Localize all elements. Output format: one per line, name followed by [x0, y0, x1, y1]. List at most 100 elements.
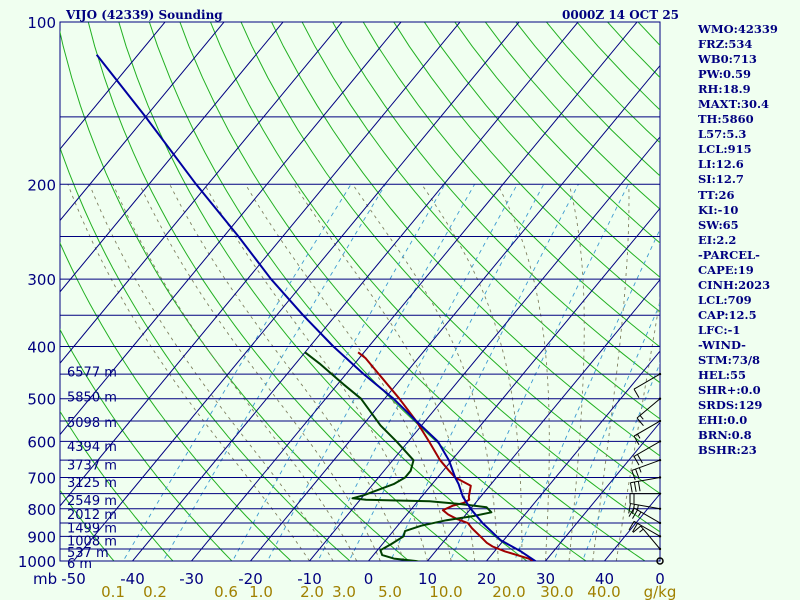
wind-barb [629, 476, 662, 493]
mixing-ratio-line [266, 184, 475, 561]
dry-adiabat [362, 22, 660, 348]
dry-adiabat [454, 22, 660, 244]
temperature-tick-label: 10 [418, 570, 437, 588]
index-item: EHI:0.0 [698, 413, 748, 428]
mixing-ratio-label: g/kg [644, 583, 677, 600]
isotherm [190, 22, 638, 561]
pressure-label: 300 [27, 271, 56, 289]
index-item: EI:2.2 [698, 232, 737, 247]
mixing-ratio-line [582, 362, 660, 561]
index-item: LI:12.6 [698, 157, 744, 172]
index-item: WB0:713 [698, 52, 757, 67]
run-time: 0000Z 14 OCT 25 [562, 8, 680, 22]
isotherm [485, 350, 660, 561]
index-item: HEL:55 [698, 368, 746, 383]
wind-barb [628, 503, 662, 515]
index-item: -PARCEL- [698, 247, 760, 262]
isotherm [60, 22, 166, 150]
index-item: CINH:2023 [698, 277, 771, 292]
height-label: 5850 m [67, 390, 117, 405]
moist-adiabat [139, 184, 381, 561]
index-item: WMO:42339 [698, 22, 778, 36]
dry-adiabat [60, 410, 174, 561]
dry-adiabat [60, 241, 292, 561]
pressure-label: 500 [27, 391, 56, 409]
index-item: RH:18.9 [698, 82, 751, 97]
wind-barbs [628, 372, 664, 565]
station-title: VIJO (42339) Sounding [66, 8, 223, 22]
index-item: LFC:-1 [698, 322, 741, 337]
pressure-label: 400 [27, 339, 56, 357]
parcel-trace [95, 54, 538, 561]
temperature-tick-label: -20 [238, 570, 263, 588]
temperature-tick-label: 0 [364, 570, 374, 588]
isotherm [308, 136, 660, 561]
mixing-ratio-label: 10.0 [429, 583, 462, 600]
height-label: 1499 m [67, 521, 117, 536]
mixing-ratio-line [553, 302, 660, 561]
height-label: 1008 m [67, 534, 117, 549]
temperature-tick-label: 0 [655, 570, 665, 588]
mixing-ratio-label: 20.0 [492, 583, 525, 600]
index-item: STM:73/8 [698, 353, 761, 368]
wind-barb [632, 525, 662, 551]
temperature-tick-label: 30 [536, 570, 555, 588]
wind-barb [636, 397, 662, 427]
isotherm [131, 22, 579, 561]
index-item: CAP:12.5 [698, 307, 757, 322]
mixing-ratio-label: 30.0 [540, 583, 573, 600]
isotherm [72, 22, 520, 561]
index-item: KI:-10 [698, 202, 739, 217]
mixing-ratio-label: 0.1 [101, 583, 125, 600]
wind-barb [631, 458, 662, 480]
temperature-tick-label: 40 [595, 570, 614, 588]
dry-adiabat [60, 146, 351, 561]
index-item: TH:5860 [698, 112, 754, 127]
index-item: BSHR:23 [698, 443, 757, 458]
mixing-ratio-line [317, 184, 518, 561]
index-item: TT:26 [698, 187, 735, 202]
temperature-tick-label: -50 [61, 570, 86, 588]
height-label: 5098 m [67, 416, 117, 431]
index-item: SI:12.7 [698, 172, 744, 187]
index-item: L57:5.3 [698, 127, 747, 142]
index-item: -WIND- [698, 337, 746, 352]
height-label: 2549 m [67, 494, 117, 509]
pressure-label: 600 [27, 433, 56, 451]
temperature-tick-label: -10 [297, 570, 322, 588]
grid-lines [60, 22, 660, 561]
mixing-ratio-label: 0.6 [214, 583, 238, 600]
dry-adiabat [148, 22, 587, 561]
temperature-tick-label: 20 [477, 570, 496, 588]
isotherm [544, 421, 660, 561]
index-item: LCL:915 [698, 142, 752, 157]
mixing-ratio-label: 3.0 [332, 583, 356, 600]
pressure-label: 200 [27, 176, 56, 194]
index-item: BRN:0.8 [698, 428, 752, 443]
dry-adiabat [118, 22, 528, 561]
height-label: 4394 m [67, 440, 117, 455]
mixing-ratio-label: 40.0 [587, 583, 620, 600]
index-item: CAPE:19 [698, 262, 754, 277]
mixing-ratio-line [122, 184, 352, 561]
dry-adiabat [60, 489, 115, 561]
index-item: MAXT:30.4 [698, 97, 769, 112]
mb-unit-label: mb [33, 570, 57, 588]
mixing-ratio-line [162, 184, 386, 561]
mixing-ratio-line [232, 184, 446, 561]
mixing-ratio-line [513, 228, 660, 561]
index-item: FRZ:534 [698, 37, 753, 52]
mixing-ratio-label: 1.0 [249, 583, 273, 600]
isotherm [367, 207, 660, 561]
height-label: 6 m [67, 557, 92, 572]
dry-adiabat [240, 22, 660, 495]
temperature-tick-label: -40 [120, 570, 145, 588]
index-item: SRDS:129 [698, 398, 763, 413]
wind-barb-calm [656, 557, 664, 565]
mixing-ratio-label: 5.0 [378, 583, 402, 600]
index-panel: WMO:42339 FRZ:534 WB0:713 PW:0.59 RH:18.9 MAX… [698, 22, 798, 458]
index-item: SHR+:0.0 [698, 383, 761, 398]
wind-barb [633, 419, 662, 445]
dry-adiabat [423, 22, 660, 278]
